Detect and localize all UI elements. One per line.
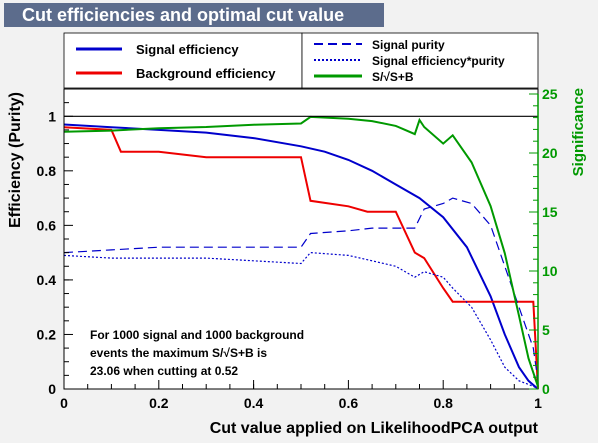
y-axis-label: Efficiency (Purity) <box>7 92 24 228</box>
plot-area <box>64 89 538 389</box>
y-tick-label: 0.4 <box>37 272 57 288</box>
legend-label: S/√S+B <box>372 70 414 84</box>
x-tick-label: 0.8 <box>433 395 453 411</box>
x-tick-label: 0.6 <box>339 395 359 411</box>
y-tick-label: 0.2 <box>37 326 57 342</box>
annotation-line: 23.06 when cutting at 0.52 <box>90 364 238 378</box>
x-tick-label: 0 <box>60 395 68 411</box>
legend-label: Signal efficiency <box>136 42 239 57</box>
legend-label: Signal purity <box>372 38 445 52</box>
y2-axis-label: Significance <box>570 88 587 176</box>
x-tick-label: 1 <box>534 395 542 411</box>
y2-tick-label: 0 <box>542 381 550 397</box>
x-tick-label: 0.4 <box>244 395 264 411</box>
legend-label: Background efficiency <box>136 66 276 81</box>
x-tick-label: 0.2 <box>149 395 169 411</box>
annotation-line: For 1000 signal and 1000 background <box>90 328 304 342</box>
y2-tick-label: 25 <box>542 86 558 102</box>
y-tick-label: 0 <box>48 381 56 397</box>
y-tick-label: 0.8 <box>37 163 57 179</box>
y2-tick-label: 10 <box>542 263 558 279</box>
y-tick-label: 0.6 <box>37 217 57 233</box>
y2-tick-label: 15 <box>542 204 558 220</box>
x-axis-label: Cut value applied on LikelihoodPCA outpu… <box>210 420 539 437</box>
y-tick-label: 1 <box>48 108 56 124</box>
legend-label: Signal efficiency*purity <box>372 54 505 68</box>
annotation-line: events the maximum S/√S+B is <box>90 346 267 360</box>
y2-tick-label: 5 <box>542 322 550 338</box>
y2-tick-label: 20 <box>542 145 558 161</box>
